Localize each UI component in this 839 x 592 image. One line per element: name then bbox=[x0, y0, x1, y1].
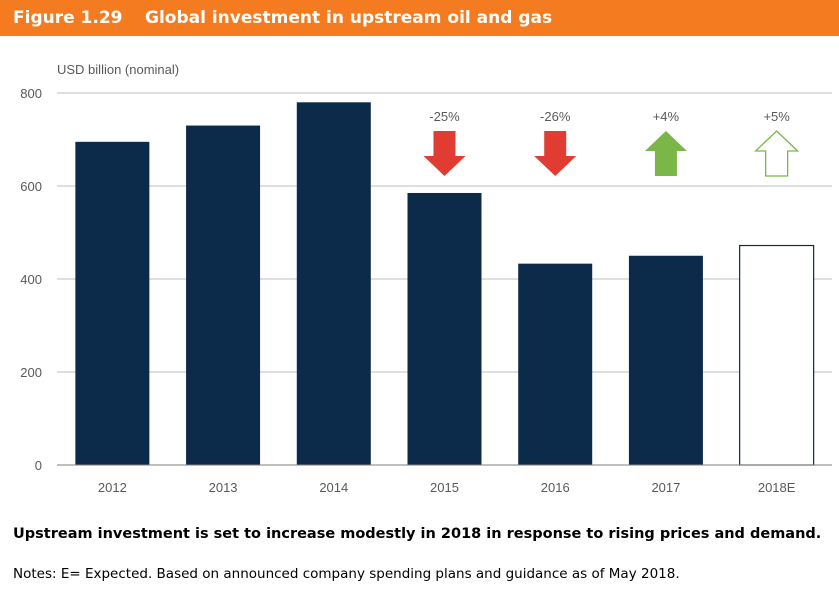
x-tick-label: 2012 bbox=[98, 480, 127, 495]
bar-2012 bbox=[75, 141, 150, 465]
bar-2014 bbox=[296, 102, 371, 466]
bar-2013 bbox=[186, 125, 261, 466]
y-axis-label: USD billion (nominal) bbox=[57, 62, 179, 77]
chart-area: 0 200 400 600 800 USD billion (nominal) 2012 20… bbox=[0, 36, 839, 508]
y-tick-label: 0 bbox=[35, 458, 42, 473]
arrow-up-icon bbox=[644, 131, 687, 176]
figure-number: Figure 1.29 bbox=[13, 8, 123, 28]
change-label: +5% bbox=[763, 109, 790, 124]
change-label: -26% bbox=[540, 109, 571, 124]
x-tick-label: 2015 bbox=[430, 480, 459, 495]
x-tick-label: 2016 bbox=[541, 480, 570, 495]
x-tick-label: 2017 bbox=[651, 480, 680, 495]
change-label: +4% bbox=[653, 109, 680, 124]
arrow-down-icon bbox=[423, 131, 466, 176]
bar-chart: 0 200 400 600 800 USD billion (nominal) 2012 20… bbox=[20, 62, 832, 495]
arrow-down-icon bbox=[534, 131, 577, 176]
bar-2018E bbox=[739, 244, 815, 466]
y-tick-label: 200 bbox=[20, 365, 42, 380]
x-tick-label: 2014 bbox=[319, 480, 348, 495]
x-tick-label: 2013 bbox=[209, 480, 238, 495]
figure-caption: Upstream investment is set to increase m… bbox=[13, 526, 822, 542]
y-tick-label: 800 bbox=[20, 86, 42, 101]
y-tick-label: 600 bbox=[20, 179, 42, 194]
bar-2015 bbox=[407, 192, 482, 465]
bar-2017 bbox=[628, 255, 703, 465]
y-tick-label: 400 bbox=[20, 272, 42, 287]
figure-title: Global investment in upstream oil and ga… bbox=[145, 8, 553, 28]
change-label: -25% bbox=[429, 109, 460, 124]
figure-header: Figure 1.29 Global investment in upstream… bbox=[0, 0, 839, 36]
figure-notes: Notes: E= Expected. Based on announced c… bbox=[13, 566, 680, 582]
arrow-up-icon bbox=[754, 130, 800, 177]
x-tick-label: 2018E bbox=[758, 480, 796, 495]
bar-2016 bbox=[518, 263, 593, 465]
